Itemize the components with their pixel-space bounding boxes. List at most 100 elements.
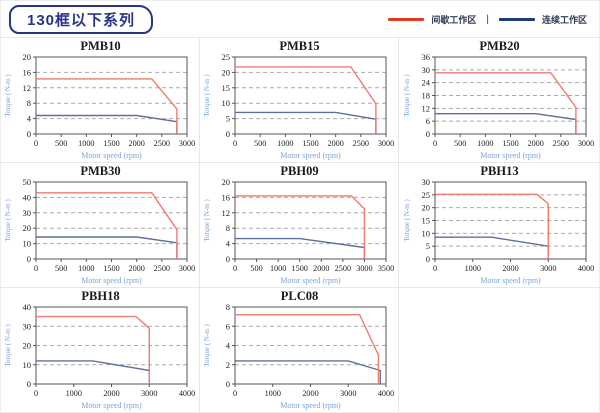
svg-text:3000: 3000 — [178, 264, 194, 273]
svg-text:2000: 2000 — [128, 139, 144, 148]
svg-text:1000: 1000 — [269, 264, 285, 273]
svg-text:2000: 2000 — [128, 264, 144, 273]
svg-text:30: 30 — [421, 65, 430, 75]
chart-title: PMB20 — [479, 39, 520, 53]
svg-text:12: 12 — [421, 103, 430, 113]
svg-text:30: 30 — [421, 178, 430, 187]
chart-title: PMB30 — [80, 164, 121, 178]
svg-text:20: 20 — [22, 341, 31, 351]
axes: 0 5 10 15 20 25 0 500 1000 1500 2000 2500 3000 — [221, 53, 394, 148]
chart-title: PLC08 — [280, 289, 319, 303]
intermittent-line — [434, 193, 549, 259]
svg-text:3000: 3000 — [356, 264, 372, 273]
svg-text:20: 20 — [221, 67, 230, 77]
svg-text:8: 8 — [225, 223, 229, 233]
svg-text:0: 0 — [225, 129, 229, 139]
svg-text:1000: 1000 — [464, 264, 480, 273]
svg-text:2000: 2000 — [302, 389, 318, 398]
svg-text:8: 8 — [225, 303, 229, 312]
chart-title: PBH18 — [81, 289, 120, 303]
legend: 间歇工作区 | 连续工作区 — [388, 13, 587, 26]
intermittent-line — [35, 78, 178, 134]
svg-text:2000: 2000 — [502, 264, 518, 273]
intermittent-line — [35, 315, 150, 384]
header: 130框以下系列 间歇工作区 | 连续工作区 — [1, 1, 599, 38]
chart-canvas-pbh18: 0 10 20 30 40 0 1000 2000 3000 4000 Motor speed (r… — [4, 303, 195, 410]
svg-text:30: 30 — [22, 208, 31, 218]
svg-text:2000: 2000 — [313, 264, 329, 273]
svg-text:0: 0 — [232, 389, 236, 398]
svg-text:0: 0 — [432, 139, 436, 148]
axes: 0 5 10 15 20 25 30 0 1000 2000 3000 4000 — [421, 178, 594, 273]
svg-text:0: 0 — [225, 379, 229, 389]
svg-text:36: 36 — [421, 53, 430, 62]
svg-text:2500: 2500 — [334, 264, 350, 273]
svg-text:0: 0 — [232, 139, 236, 148]
chart-cell-pmb10: PMB10 0 4 8 12 16 20 0 500 1000 1500 2000 2500 3000 M… — [1, 38, 200, 163]
y-axis-label: Torque ( N-m ) — [203, 324, 211, 367]
svg-text:2500: 2500 — [153, 139, 169, 148]
svg-text:0: 0 — [232, 264, 236, 273]
svg-text:50: 50 — [22, 178, 31, 187]
svg-text:2500: 2500 — [352, 139, 368, 148]
continuous-line-icon — [498, 17, 535, 21]
intermittent-line-icon — [388, 17, 425, 21]
chart-grid: PMB10 0 4 8 12 16 20 0 500 1000 1500 2000 2500 3000 M… — [1, 38, 599, 412]
svg-text:12: 12 — [221, 208, 230, 218]
svg-text:1000: 1000 — [264, 389, 280, 398]
svg-text:15: 15 — [421, 216, 430, 226]
legend-separator: | — [486, 13, 489, 25]
axes: 0 6 12 18 24 30 36 0 500 1000 1500 2000 2500 3000 — [421, 53, 594, 148]
svg-text:5: 5 — [425, 241, 429, 251]
chart-title: PBH09 — [280, 164, 319, 178]
continuous-line — [234, 237, 365, 259]
axes: 0 2 4 6 8 0 1000 2000 3000 4000 — [225, 303, 393, 398]
svg-text:0: 0 — [33, 264, 37, 273]
svg-text:0: 0 — [425, 254, 429, 264]
svg-text:40: 40 — [22, 192, 31, 202]
x-axis-label: Motor speed (rpm) — [480, 151, 541, 160]
x-axis-label: Motor speed (rpm) — [280, 151, 341, 160]
svg-text:500: 500 — [55, 264, 67, 273]
y-axis-label: Torque ( N-m ) — [203, 74, 211, 117]
svg-text:2: 2 — [225, 360, 229, 370]
svg-text:10: 10 — [221, 98, 230, 108]
continuous-line — [35, 236, 178, 259]
svg-text:3000: 3000 — [178, 139, 194, 148]
svg-text:500: 500 — [454, 139, 466, 148]
gridlines — [234, 196, 386, 245]
x-axis-label: Motor speed (rpm) — [81, 151, 142, 160]
svg-text:12: 12 — [22, 83, 31, 93]
continuous-line — [434, 236, 549, 259]
axes: 0 4 8 12 16 20 0 500 1000 1500 2000 2500 3000 — [22, 53, 195, 148]
svg-text:10: 10 — [22, 360, 31, 370]
y-axis-label: Torque ( N-m ) — [4, 199, 12, 242]
intermittent-line — [234, 195, 365, 259]
svg-text:4: 4 — [26, 114, 31, 124]
gridlines — [234, 325, 386, 366]
svg-text:1000: 1000 — [277, 139, 293, 148]
svg-text:3000: 3000 — [540, 264, 556, 273]
intermittent-line — [35, 192, 178, 259]
chart-cell-pmb20: PMB20 0 6 12 18 24 30 36 0 500 1000 1500 2000 2500 30… — [399, 38, 599, 163]
continuous-line — [234, 111, 377, 134]
svg-text:1500: 1500 — [291, 264, 307, 273]
intermittent-line — [434, 72, 577, 134]
svg-text:500: 500 — [250, 264, 262, 273]
svg-text:20: 20 — [22, 53, 31, 62]
svg-text:500: 500 — [254, 139, 266, 148]
gridlines — [434, 194, 586, 247]
svg-text:3000: 3000 — [141, 389, 157, 398]
svg-text:1000: 1000 — [78, 264, 94, 273]
gridlines — [234, 71, 386, 120]
x-axis-label: Motor speed (rpm) — [81, 276, 142, 285]
svg-text:0: 0 — [26, 129, 30, 139]
svg-text:0: 0 — [225, 254, 229, 264]
axes: 0 4 8 12 16 20 0 500 1000 1500 2000 2500 3000 3500 — [221, 178, 394, 273]
chart-title: PBH13 — [480, 164, 519, 178]
svg-text:0: 0 — [33, 389, 37, 398]
continuous-line — [434, 113, 577, 134]
svg-text:10: 10 — [421, 228, 430, 238]
svg-text:0: 0 — [33, 139, 37, 148]
